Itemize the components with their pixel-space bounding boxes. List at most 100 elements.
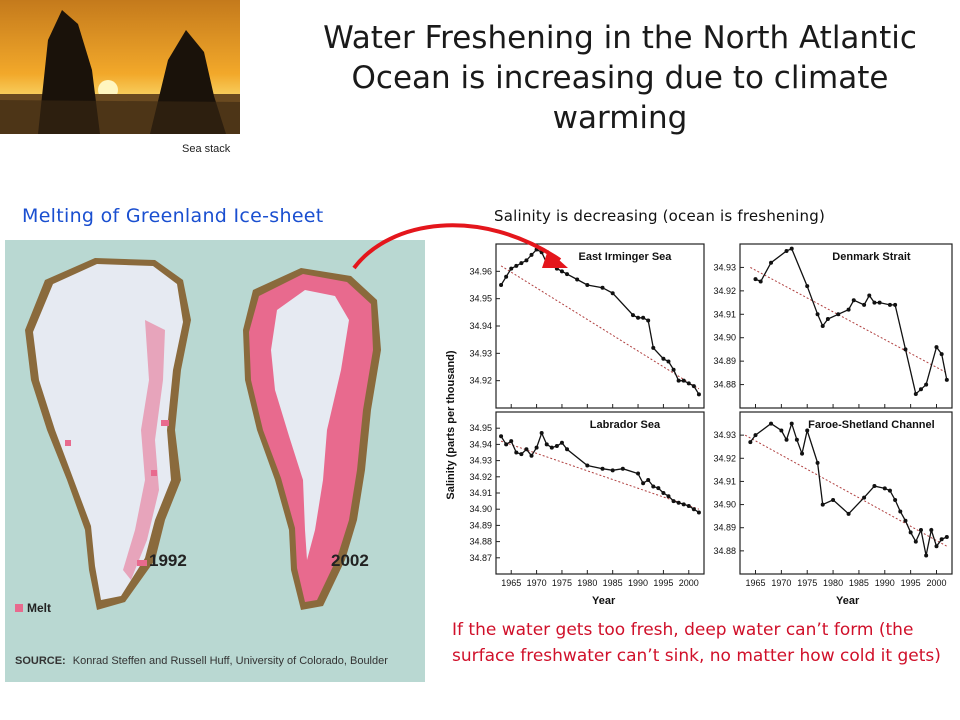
year-2002-label: 2002 — [331, 551, 369, 570]
data-point — [872, 484, 877, 489]
trend-line — [750, 266, 948, 374]
data-point — [784, 437, 789, 442]
data-point — [676, 378, 681, 383]
data-point — [544, 442, 549, 447]
x-tick-label: 1985 — [603, 578, 623, 588]
data-point — [646, 478, 651, 483]
x-tick-label: 1970 — [771, 578, 791, 588]
data-point — [769, 421, 774, 426]
data-point — [600, 466, 605, 471]
data-point — [836, 312, 841, 317]
data-point — [529, 453, 534, 458]
y-tick-label: 34.92 — [713, 453, 736, 463]
data-point — [686, 381, 691, 386]
x-tick-label: 1990 — [628, 578, 648, 588]
data-point — [661, 356, 666, 361]
y-tick-label: 34.89 — [469, 520, 492, 530]
data-point — [913, 539, 918, 544]
y-tick-label: 34.93 — [713, 262, 736, 272]
data-point — [903, 518, 908, 523]
panel-frame — [739, 243, 953, 409]
data-point — [636, 471, 641, 476]
data-point — [514, 450, 519, 455]
y-tick-label: 34.96 — [469, 266, 492, 276]
x-tick-label: 1980 — [823, 578, 843, 588]
data-point — [559, 269, 564, 274]
data-point — [646, 318, 651, 323]
panel-title: Labrador Sea — [590, 419, 661, 431]
sea-stack-photo: Sea stack — [0, 0, 240, 160]
x-axis-label-left: Year — [592, 595, 616, 607]
data-point — [691, 507, 696, 512]
x-tick-label: 1975 — [552, 578, 572, 588]
data-point — [519, 261, 524, 266]
data-point — [903, 347, 908, 352]
x-tick-label: 2000 — [926, 578, 946, 588]
y-tick-label: 34.88 — [469, 537, 492, 547]
y-tick-label: 34.91 — [713, 476, 736, 486]
data-point — [610, 468, 615, 473]
x-tick-label: 1980 — [577, 578, 597, 588]
y-tick-label: 34.89 — [713, 523, 736, 533]
svg-text:SOURCE: Konrad Steffen a: SOURCE: Konrad Steffen and Russell Huff,… — [15, 655, 388, 667]
data-point — [934, 345, 939, 350]
data-point — [748, 440, 753, 445]
data-point — [630, 313, 635, 318]
data-point — [934, 544, 939, 549]
data-point — [825, 316, 830, 321]
data-point — [509, 439, 514, 444]
data-point — [831, 497, 836, 502]
data-point — [666, 494, 671, 499]
data-point — [565, 272, 570, 277]
data-point — [820, 502, 825, 507]
data-point — [620, 466, 625, 471]
data-point — [559, 440, 564, 445]
data-point — [939, 352, 944, 357]
data-point — [820, 324, 825, 328]
data-point — [575, 277, 580, 282]
data-point — [851, 298, 856, 303]
series-line — [749, 421, 948, 556]
data-point — [504, 274, 509, 279]
panel-0: East Irminger Sea 34.92 34.93 34.94 34.95 34.… — [469, 243, 705, 409]
greenland-melt-map: 1992 2002 Melt SOURCE: Konrad Steffen an… — [5, 240, 425, 682]
y-tick-label: 34.89 — [713, 356, 736, 366]
data-point — [918, 387, 923, 392]
data-point — [681, 378, 686, 383]
data-point — [549, 445, 554, 450]
data-point — [499, 434, 504, 439]
data-point — [846, 307, 851, 312]
freshening-note: If the water gets too fresh, deep water … — [452, 620, 941, 666]
data-point — [887, 488, 892, 493]
data-point — [585, 283, 590, 287]
data-point — [610, 291, 615, 296]
data-point — [534, 445, 539, 450]
data-point — [661, 491, 666, 495]
data-point — [887, 302, 892, 307]
data-point — [893, 497, 898, 502]
trend-line — [500, 265, 700, 390]
panel-title: East Irminger Sea — [578, 251, 672, 263]
data-point — [758, 279, 763, 284]
photo-caption: Sea stack — [182, 143, 231, 155]
data-point — [893, 302, 898, 307]
data-point — [529, 252, 534, 257]
red-arrow — [352, 223, 568, 270]
data-point — [641, 315, 646, 320]
trend-line — [500, 440, 700, 510]
data-point — [641, 481, 646, 486]
melt-legend-swatch — [15, 604, 23, 612]
x-tick-label: 1995 — [901, 578, 921, 588]
y-tick-label: 34.92 — [713, 286, 736, 296]
data-point — [794, 437, 799, 442]
panel-frame — [495, 243, 705, 409]
data-point — [636, 315, 641, 320]
y-tick-label: 34.88 — [713, 380, 736, 390]
greenland-1992 — [25, 258, 191, 610]
y-tick-label: 34.95 — [469, 294, 492, 304]
y-tick-label: 34.94 — [469, 321, 492, 331]
data-point — [753, 433, 758, 438]
melt-legend-label: Melt — [27, 601, 51, 615]
x-tick-label: 1990 — [875, 578, 895, 588]
panel-3: Faroe-Shetland Channel 34.88 34.89 34.90 34.… — [713, 411, 953, 588]
